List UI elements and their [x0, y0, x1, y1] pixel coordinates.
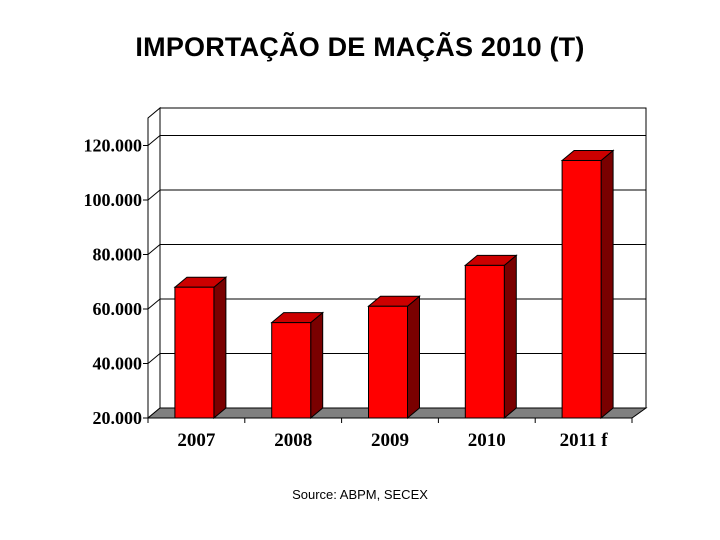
bar: [560, 149, 615, 420]
bar: [270, 311, 325, 420]
bar: [173, 276, 228, 420]
x-tick-label: 2011 f: [560, 430, 609, 451]
bar-side: [213, 276, 227, 420]
x-tick-label: 2010: [468, 430, 506, 451]
gridline-side-4: [147, 189, 161, 201]
y-tick-label: 80.000: [93, 245, 143, 265]
y-tick-label: 60.000: [93, 299, 143, 319]
bar-front: [368, 305, 408, 419]
bar: [463, 254, 518, 420]
bar-front: [561, 159, 602, 419]
y-tick-label: 120.000: [84, 136, 143, 156]
x-tick-labels: 2007 2008 2009 2010 2011 f: [177, 430, 608, 451]
bar-front: [271, 322, 312, 419]
x-tick-label: 2009: [371, 430, 409, 451]
y-tick-label: 40.000: [93, 354, 143, 374]
chart-title: IMPORTAÇÃO DE MAÇÃS 2010 (T): [135, 32, 585, 62]
x-tick-label: 2008: [274, 430, 312, 451]
bar-front: [174, 286, 215, 419]
bar-side: [310, 311, 324, 420]
gridline-side-2: [147, 298, 161, 310]
y-tick-labels: 20.000 40.000 60.000 80.000 100.000 120.000: [84, 136, 143, 429]
y-tick-label: 100.000: [84, 190, 143, 210]
bars: [173, 149, 615, 420]
source-note: Source: ABPM, SECEX: [292, 487, 428, 502]
side-wall: [147, 106, 161, 420]
bar-side: [407, 295, 420, 420]
bar: [367, 295, 421, 420]
y-tick-label: 20.000: [93, 408, 143, 428]
bar-front: [464, 264, 505, 419]
bar-side: [503, 254, 517, 420]
gridline-side-5: [147, 135, 161, 146]
bar-side: [600, 149, 614, 420]
x-tick-label: 2007: [177, 430, 216, 451]
gridline-side-1: [147, 353, 161, 364]
gridline-side-3: [147, 244, 161, 255]
